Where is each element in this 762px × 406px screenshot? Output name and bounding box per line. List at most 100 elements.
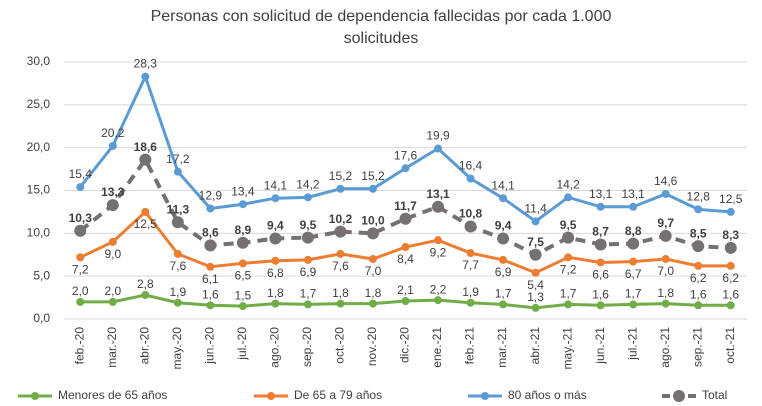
data-point: [238, 200, 247, 209]
data-label: 1,6: [722, 287, 739, 301]
data-point: [238, 302, 247, 311]
data-point: [434, 236, 443, 245]
data-point: [499, 255, 508, 264]
x-tick-label: feb.-20: [72, 327, 86, 365]
data-label: 11,4: [524, 202, 547, 216]
data-label: 6,7: [625, 267, 642, 281]
data-label: 7,2: [72, 262, 89, 276]
data-label: 1,9: [169, 285, 186, 299]
y-tick-label: 25,0: [27, 97, 51, 111]
y-tick-label: 20,0: [27, 140, 51, 154]
data-label: 6,1: [202, 272, 219, 286]
data-label: 13,4: [231, 184, 255, 198]
data-label: 8,6: [202, 225, 219, 239]
data-label: 15,4: [69, 167, 93, 181]
data-label: 10,8: [459, 207, 483, 221]
legend-label: Menores de 65 años: [58, 388, 167, 402]
x-tick-label: nov.-20: [365, 327, 379, 366]
data-point: [108, 297, 117, 306]
y-tick-label: 5,0: [33, 268, 50, 282]
data-point: [206, 262, 215, 271]
data-point: [76, 183, 85, 192]
data-label: 7,0: [657, 264, 674, 278]
x-tick-label: dic.-20: [398, 327, 412, 363]
data-label: 17,2: [166, 152, 190, 166]
y-tick-label: 30,0: [27, 54, 51, 68]
legend-marker: [267, 392, 275, 400]
x-tick-label: mar.-20: [105, 327, 119, 368]
x-tick-label: oct.-20: [333, 327, 347, 364]
data-label: 9,2: [430, 245, 447, 259]
data-point: [106, 199, 119, 212]
data-label: 19,9: [426, 129, 450, 143]
data-point: [562, 231, 575, 244]
data-label: 2,0: [72, 284, 89, 298]
data-point: [726, 207, 735, 216]
data-label: 12,9: [199, 189, 223, 203]
data-point: [692, 240, 705, 253]
x-tick-label: jun.-21: [593, 327, 607, 365]
data-point: [726, 301, 735, 310]
data-point: [173, 167, 182, 176]
x-tick-label: jul.-20: [235, 327, 249, 361]
x-tick-label: sep.-20: [300, 327, 314, 367]
data-point: [368, 255, 377, 264]
data-point: [464, 220, 477, 233]
data-label: 8,5: [690, 226, 707, 240]
data-point: [334, 225, 347, 238]
legend-marker: [481, 392, 489, 400]
data-label: 15,2: [329, 169, 353, 183]
data-label: 10,3: [69, 211, 93, 225]
data-point: [238, 259, 247, 268]
data-point: [271, 194, 280, 203]
data-label: 9,4: [267, 219, 284, 233]
data-label: 10,2: [329, 212, 353, 226]
data-point: [368, 184, 377, 193]
data-label: 13,3: [101, 185, 125, 199]
data-point: [366, 227, 379, 240]
data-label: 7,0: [365, 264, 382, 278]
x-tick-label: may.-21: [560, 327, 574, 370]
x-tick-label: sep.-21: [690, 327, 704, 367]
data-label: 2,1: [397, 283, 414, 297]
data-point: [108, 237, 117, 246]
data-point: [694, 205, 703, 214]
data-point: [401, 297, 410, 306]
data-point: [301, 231, 314, 244]
data-point: [659, 229, 672, 242]
data-label: 1,5: [235, 288, 252, 302]
data-label: 1,8: [332, 286, 349, 300]
data-label: 17,6: [394, 148, 418, 162]
x-tick-label: mar.-21: [495, 327, 509, 368]
data-label: 7,6: [169, 259, 186, 273]
data-label: 1,9: [462, 285, 479, 299]
data-label: 9,7: [657, 216, 674, 230]
data-label: 9,5: [300, 218, 317, 232]
data-label: 7,6: [332, 259, 349, 273]
legend-marker: [673, 390, 685, 402]
data-point: [724, 241, 737, 254]
data-label: 20,2: [101, 126, 125, 140]
chart-title: Personas con solicitud de dependencia fa…: [150, 8, 612, 47]
data-point: [531, 217, 540, 226]
data-point: [401, 164, 410, 173]
data-point: [303, 255, 312, 264]
data-label: 5,4: [527, 278, 544, 292]
legend-label: 80 años o más: [508, 388, 587, 402]
data-point: [497, 232, 510, 245]
data-label: 6,9: [495, 265, 512, 279]
data-label: 1,6: [592, 287, 609, 301]
data-point: [141, 291, 150, 300]
data-point: [726, 261, 735, 270]
data-label: 13,1: [589, 187, 613, 201]
data-point: [596, 202, 605, 211]
data-label: 1,8: [657, 286, 674, 300]
data-label: 9,0: [104, 247, 121, 261]
data-label: 6,8: [267, 266, 284, 280]
data-label: 8,8: [625, 224, 642, 238]
data-label: 12,5: [134, 217, 158, 231]
data-point: [531, 303, 540, 312]
data-point: [564, 300, 573, 309]
data-point: [269, 232, 282, 245]
